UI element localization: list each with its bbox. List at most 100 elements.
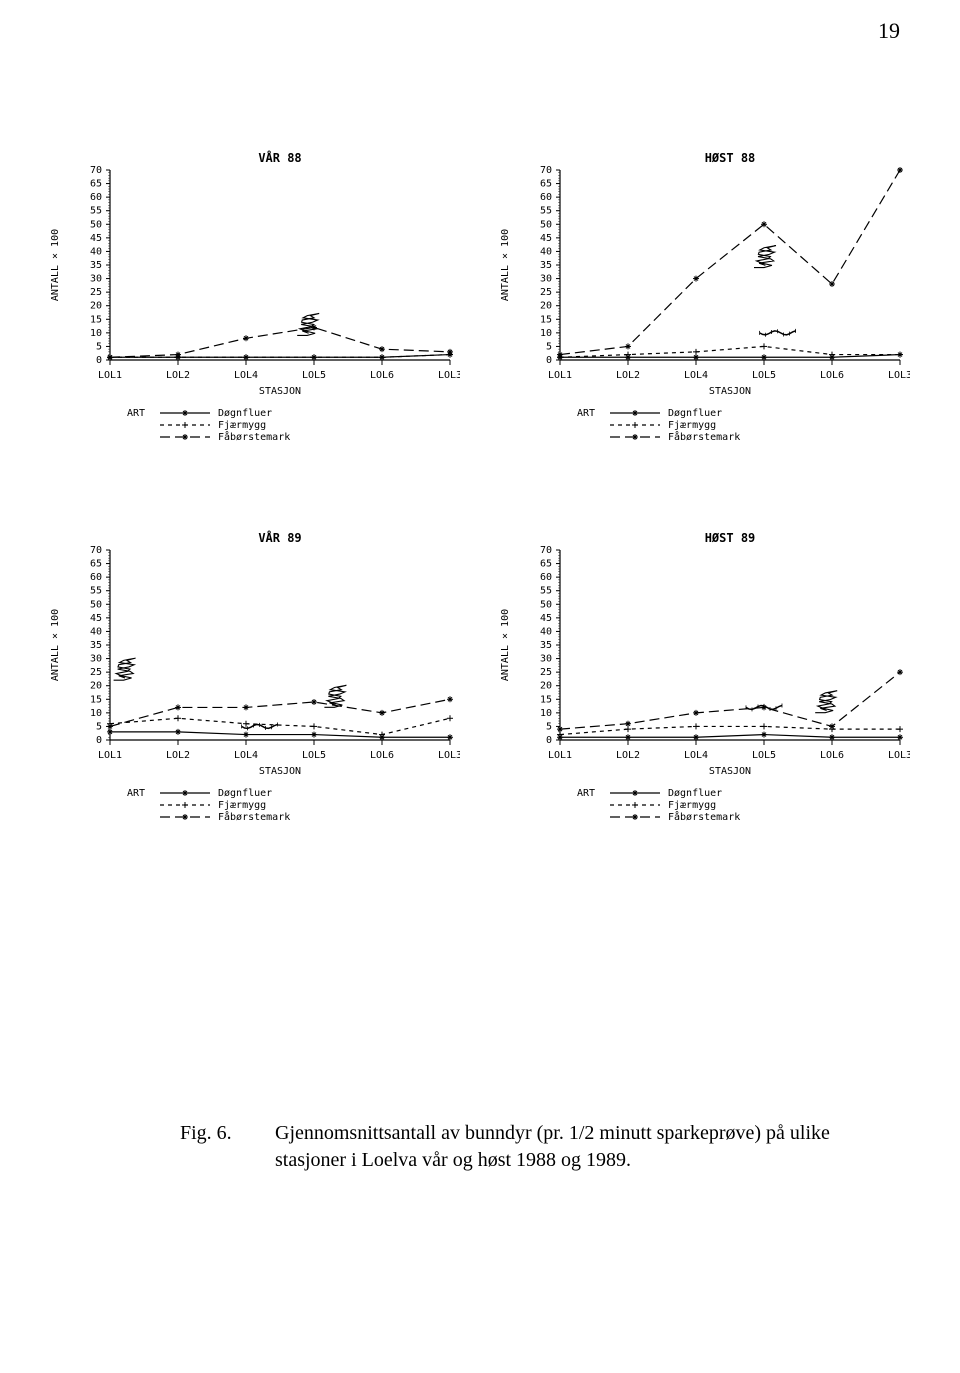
y-axis-label: ANTALL × 100	[500, 229, 511, 301]
caption-label: Fig. 6.	[180, 1120, 270, 1147]
x-tick-label: LOL4	[684, 370, 708, 381]
y-tick-label: 65	[540, 559, 552, 570]
x-tick-label: LOL3	[438, 750, 460, 761]
y-tick-label: 60	[90, 572, 102, 583]
x-tick-label: LOL1	[548, 370, 572, 381]
y-tick-label: 35	[90, 640, 102, 651]
legend-label: Fjærmygg	[218, 800, 266, 811]
legend-label: Døgnfluer	[218, 408, 272, 419]
series-line	[560, 726, 900, 734]
x-tick-label: LOL4	[234, 750, 258, 761]
x-axis-label: STASJON	[259, 386, 301, 397]
legend-label: Døgnfluer	[668, 408, 722, 419]
x-tick-label: LOL5	[302, 370, 326, 381]
y-tick-label: 60	[540, 572, 552, 583]
y-tick-label: 70	[540, 165, 552, 176]
x-tick-label: LOL2	[166, 370, 190, 381]
y-tick-label: 10	[90, 708, 102, 719]
legend-title: ART	[577, 788, 595, 799]
x-tick-label: LOL5	[302, 750, 326, 761]
y-tick-label: 50	[90, 599, 102, 610]
y-tick-label: 45	[540, 233, 552, 244]
y-tick-label: 50	[90, 219, 102, 230]
y-axis-label: ANTALL × 100	[50, 229, 61, 301]
caption-text: Gjennomsnittsantall av bunndyr (pr. 1/2 …	[275, 1120, 835, 1174]
legend-title: ART	[577, 408, 595, 419]
y-tick-label: 35	[540, 260, 552, 271]
y-tick-label: 20	[540, 681, 552, 692]
chart-title: HØST 89	[705, 531, 756, 545]
y-tick-label: 60	[540, 192, 552, 203]
series-line	[110, 327, 450, 357]
figure-caption: Fig. 6. Gjennomsnittsantall av bunndyr (…	[180, 1120, 850, 1174]
y-tick-label: 35	[540, 640, 552, 651]
series-line	[560, 170, 900, 355]
chart-title: VÅR 88	[258, 150, 301, 165]
legend-label: Døgnfluer	[218, 788, 272, 799]
chart-grid: VÅR 880510152025303540455055606570LOL1LO…	[40, 150, 920, 830]
y-tick-label: 0	[546, 355, 552, 366]
y-tick-label: 40	[540, 626, 552, 637]
y-tick-label: 25	[540, 667, 552, 678]
x-tick-label: LOL5	[752, 370, 776, 381]
y-tick-label: 50	[540, 599, 552, 610]
legend-title: ART	[127, 788, 145, 799]
series-line	[110, 699, 450, 726]
y-tick-label: 0	[546, 735, 552, 746]
y-axis-label: ANTALL × 100	[500, 609, 511, 681]
x-axis-label: STASJON	[709, 766, 751, 777]
x-tick-label: LOL6	[370, 750, 394, 761]
legend-label: Fåbørstemark	[218, 810, 290, 823]
y-tick-label: 30	[540, 654, 552, 665]
y-tick-label: 55	[540, 206, 552, 217]
series-line	[110, 732, 450, 737]
y-tick-label: 70	[540, 545, 552, 556]
y-tick-label: 40	[540, 246, 552, 257]
x-tick-label: LOL6	[820, 370, 844, 381]
y-tick-label: 0	[96, 735, 102, 746]
legend-label: Fjærmygg	[668, 420, 716, 431]
y-tick-label: 55	[540, 586, 552, 597]
y-tick-label: 20	[90, 681, 102, 692]
y-tick-label: 55	[90, 586, 102, 597]
y-tick-label: 20	[540, 301, 552, 312]
y-tick-label: 30	[90, 654, 102, 665]
y-tick-label: 70	[90, 165, 102, 176]
chart-var-88: VÅR 880510152025303540455055606570LOL1LO…	[40, 150, 470, 450]
y-tick-label: 45	[540, 613, 552, 624]
x-tick-label: LOL4	[684, 750, 708, 761]
series-line	[560, 735, 900, 738]
x-tick-label: LOL3	[888, 370, 910, 381]
x-tick-label: LOL2	[616, 370, 640, 381]
y-tick-label: 5	[96, 721, 102, 732]
y-tick-label: 10	[540, 328, 552, 339]
chart-host-89: HØST 890510152025303540455055606570LOL1L…	[490, 530, 920, 830]
y-tick-label: 0	[96, 355, 102, 366]
y-tick-label: 15	[90, 314, 102, 325]
y-tick-label: 35	[90, 260, 102, 271]
x-axis-label: STASJON	[709, 386, 751, 397]
x-axis-label: STASJON	[259, 766, 301, 777]
chart-title: VÅR 89	[258, 530, 301, 545]
y-tick-label: 30	[540, 274, 552, 285]
series-line	[560, 672, 900, 729]
legend-label: Fjærmygg	[218, 420, 266, 431]
y-tick-label: 25	[540, 287, 552, 298]
y-tick-label: 55	[90, 206, 102, 217]
chart-title: HØST 88	[705, 151, 756, 165]
y-tick-label: 40	[90, 626, 102, 637]
legend-label: Døgnfluer	[668, 788, 722, 799]
y-tick-label: 65	[90, 559, 102, 570]
y-tick-label: 60	[90, 192, 102, 203]
chart-var-89: VÅR 890510152025303540455055606570LOL1LO…	[40, 530, 470, 830]
y-tick-label: 15	[540, 694, 552, 705]
y-tick-label: 5	[546, 721, 552, 732]
y-tick-label: 10	[540, 708, 552, 719]
page: 19 VÅR 880510152025303540455055606570LOL…	[0, 0, 960, 1373]
x-tick-label: LOL2	[166, 750, 190, 761]
chart-host-88: HØST 880510152025303540455055606570LOL1L…	[490, 150, 920, 450]
y-tick-label: 70	[90, 545, 102, 556]
y-tick-label: 25	[90, 287, 102, 298]
y-tick-label: 10	[90, 328, 102, 339]
legend-title: ART	[127, 408, 145, 419]
